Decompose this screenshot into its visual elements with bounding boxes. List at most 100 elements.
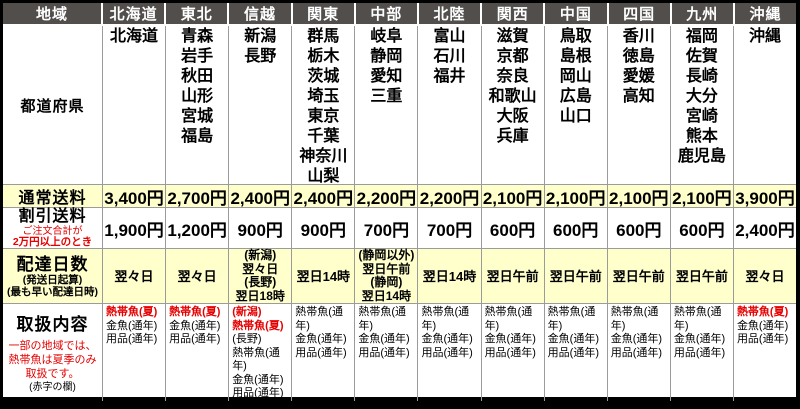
region-header: 関東 <box>292 3 356 24</box>
handling-note-black: (赤字の欄) <box>29 382 76 394</box>
prefecture-cell: 沖縄 <box>734 26 796 184</box>
handling-cell: 熱帯魚(通年) 金魚(通年) 用品(通年) <box>482 304 545 401</box>
line: 宮崎 <box>685 108 718 125</box>
discount-fee-note-2: 2万円以上のとき <box>12 236 93 249</box>
normal-fee-cell: 2,100円 <box>544 185 608 208</box>
region-header: 北海道 <box>103 3 167 24</box>
line: 翌日午前 <box>675 268 728 284</box>
line: 静岡 <box>370 48 403 65</box>
normal-fee-cell: 3,900円 <box>733 185 797 208</box>
line: (静岡以外) <box>358 248 415 263</box>
normal-fee-row-label: 通常送料 <box>3 185 103 207</box>
handling-row: 取扱内容 一部の地域では、 熱帯魚は夏季のみ 取扱です。 (赤字の欄) 熱帯魚(… <box>3 304 796 401</box>
red-line: 熱帯魚(夏) <box>169 306 221 319</box>
handling-title: 取扱内容 <box>16 315 89 335</box>
line: 神奈川 <box>299 148 348 165</box>
handling-cell: (新潟) 熱帯魚(夏) (長野) 熱帯魚(通年) 金魚(通年) 用品(通年) <box>229 304 293 401</box>
prefecture-row: 都道府県 北海道 青森 岩手 秋田 山形 宮城 福島 新潟 長野 群馬 栃木 茨城 埼玉 東京 千葉 神奈川山… <box>3 26 796 185</box>
line: 金魚(通年) <box>106 319 158 332</box>
line: 秋田 <box>181 68 214 85</box>
line: 翌日午前 <box>549 268 602 284</box>
prefecture-cell: 新潟 長野 <box>229 26 293 184</box>
discount-fee-cell: 900円 <box>229 208 293 249</box>
region-header: 東北 <box>166 3 230 24</box>
normal-fee-cell: 2,100円 <box>481 185 545 208</box>
delivery-cell: 翌日14時 <box>292 249 356 304</box>
line: 福島 <box>181 128 214 145</box>
line: 熱帯魚(通年) <box>547 306 596 332</box>
line: 金魚(通年) <box>421 333 473 346</box>
line: 滋賀 <box>496 28 529 45</box>
normal-fee-cell: 2,200円 <box>418 185 482 208</box>
handling-row-label: 取扱内容 一部の地域では、 熱帯魚は夏季のみ 取扱です。 (赤字の欄) <box>3 304 103 401</box>
discount-fee-note-1: ご注文合計が <box>22 226 83 238</box>
line: 兵庫 <box>496 128 529 145</box>
prefecture-cell: 岐阜 静岡 愛知 三重 <box>355 26 419 184</box>
delivery-cell: 翌日14時 <box>418 249 482 304</box>
line: 用品(通年) <box>484 346 536 359</box>
line: 翌日14時 <box>422 268 477 284</box>
discount-fee-cell: 600円 <box>482 208 545 249</box>
line: 用品(通年) <box>421 346 473 359</box>
line: 鳥取 <box>559 28 592 45</box>
line: 愛媛 <box>622 68 655 85</box>
discount-fee-title: 割引送料 <box>18 208 87 225</box>
line: 沖縄 <box>748 28 781 45</box>
delivery-cell: 翌日午前 <box>544 249 608 304</box>
line: 翌日14時 <box>296 268 351 284</box>
normal-fee-cell: 2,400円 <box>292 185 356 208</box>
line: 広島 <box>559 88 592 105</box>
line: 熱帯魚(通年) <box>610 306 659 332</box>
delivery-cell: 翌々日 <box>733 249 797 304</box>
region-header: 四国 <box>608 3 672 24</box>
line: 栃木 <box>307 48 340 65</box>
line: 翌々日 <box>745 268 785 284</box>
region-header: 九州 <box>671 3 735 24</box>
prefecture-cell: 香川 徳島 愛媛 高知 <box>608 26 671 184</box>
delivery-cell: 翌日午前 <box>607 249 671 304</box>
line: 翌日午前 <box>362 261 411 276</box>
line: 金魚(通年) <box>358 333 410 346</box>
line: 群馬 <box>307 28 340 45</box>
line: 和歌山 <box>488 88 537 105</box>
prefecture-cell: 福岡 佐賀 長崎 大分 宮崎 熊本 鹿児島 <box>671 26 734 184</box>
region-row-label: 地域 <box>3 3 103 24</box>
discount-fee-cell: 2,400円 <box>735 220 795 240</box>
region-header: 中部 <box>355 3 419 24</box>
line: 富山 <box>433 28 466 45</box>
line: 福井 <box>433 68 466 85</box>
normal-fee-row: 通常送料 3,400円 2,700円 2,400円 2,400円 2,200円 2,200… <box>3 185 797 208</box>
normal-fee-cell: 2,200円 <box>355 185 419 208</box>
handling-cell: 熱帯魚(通年) 金魚(通年) 用品(通年) <box>671 304 734 401</box>
prefecture-cell: 群馬 栃木 茨城 埼玉 東京 千葉 神奈川 山梨 <box>292 26 356 185</box>
prefecture-cell: 北海道 <box>103 26 167 184</box>
delivery-cell: 翌日午前 <box>670 249 734 304</box>
discount-fee-cell: 1,200円 <box>166 208 230 249</box>
handling-cell: 熱帯魚(通年) 金魚(通年) 用品(通年) <box>608 304 671 401</box>
line: 奈良 <box>496 68 529 85</box>
normal-fee-cell: 3,400円 <box>103 185 167 208</box>
region-header: 沖縄 <box>734 3 797 24</box>
discount-fee-cell: 600円 <box>608 208 671 249</box>
normal-fee-cell: 2,100円 <box>607 185 671 208</box>
region-header: 信越 <box>229 3 293 24</box>
line: 山形 <box>181 88 214 105</box>
line: 翌々日 <box>114 268 154 284</box>
line: 徳島 <box>622 48 655 65</box>
line: 愛知 <box>370 68 403 85</box>
normal-fee-cell: 2,700円 <box>166 185 230 208</box>
line: (新潟) <box>244 248 277 263</box>
prefecture-cell: 富山 石川 福井 <box>418 26 482 184</box>
region-header: 北陸 <box>418 3 483 24</box>
handling-cell: 熱帯魚(夏) 金魚(通年) 用品(通年) <box>166 304 230 401</box>
line: 金魚(通年) <box>610 333 663 346</box>
line: 島根 <box>559 48 592 65</box>
line: 高知 <box>622 88 655 105</box>
line: 用品(通年) <box>610 346 663 359</box>
line: 香川 <box>622 28 655 45</box>
delivery-days-note-1: (発送日起算) <box>22 274 83 287</box>
line: 北海道 <box>110 28 159 45</box>
discount-fee-cell: 600円 <box>545 208 608 249</box>
line: 翌日14時 <box>361 288 412 303</box>
